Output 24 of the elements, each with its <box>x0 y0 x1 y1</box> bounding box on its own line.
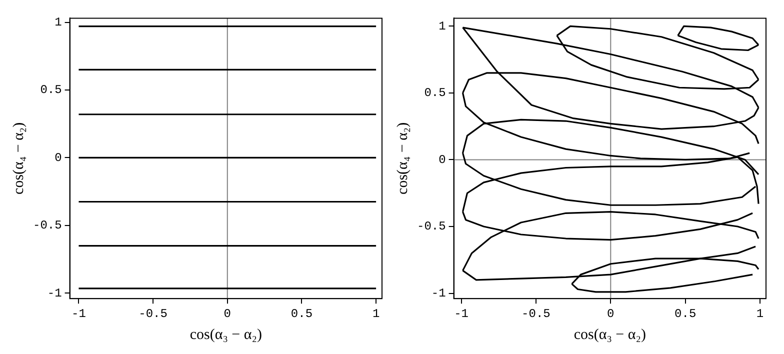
y-tick-label: -0.5 <box>32 218 62 233</box>
x-tick-label: 0 <box>607 306 614 321</box>
x-axis-title: cos(α₃ − α₂) <box>190 326 262 343</box>
y-tick-label: 1 <box>438 19 446 34</box>
x-tick-label: 0 <box>224 306 231 321</box>
x-tick-label: 1 <box>756 306 764 321</box>
y-tick-label: -1 <box>431 286 446 300</box>
x-tick-label: 0.5 <box>674 306 696 321</box>
y-tick-label: 0.5 <box>424 86 446 100</box>
x-tick-label: 1 <box>372 306 380 321</box>
y-tick-label: 0 <box>54 150 62 165</box>
y-tick-label: 1 <box>54 15 62 30</box>
x-tick-label: -1 <box>454 306 468 321</box>
x-tick-label: -0.5 <box>522 306 550 321</box>
y-axis-title: cos(α₄ − α₂) <box>10 122 27 194</box>
x-tick-label: -0.5 <box>138 306 168 321</box>
x-tick-label: -1 <box>72 306 86 321</box>
y-tick-label: -1 <box>47 286 62 300</box>
y-axis-title: cos(α₄ − α₂) <box>394 122 411 194</box>
x-tick-label: 0.5 <box>290 306 313 321</box>
x-axis-title: cos(α₃ − α₂) <box>574 326 646 343</box>
y-tick-label: 0 <box>438 152 446 167</box>
y-tick-label: -0.5 <box>416 220 446 234</box>
y-tick-label: 0.5 <box>40 83 62 98</box>
